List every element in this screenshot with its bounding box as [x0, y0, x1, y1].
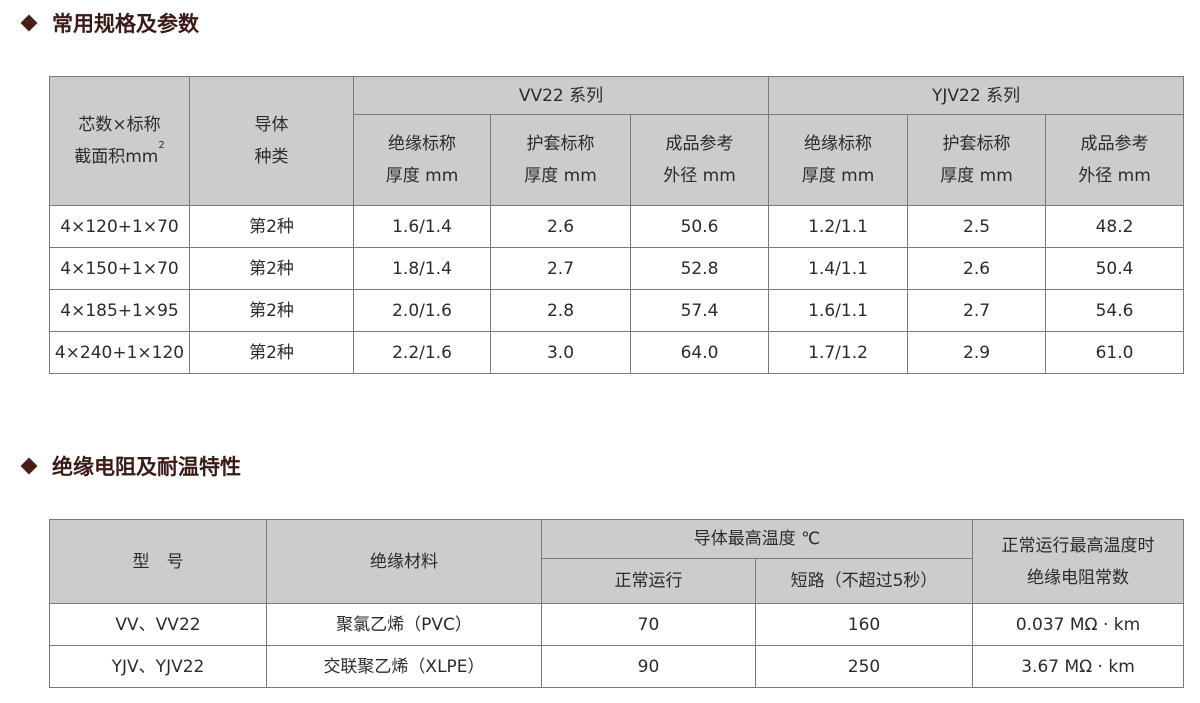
table-cell: 第2种: [189, 331, 354, 374]
specs-table: 芯数×标称 截面积mm2 导体 种类 VV22 系列 YJV22 系列 绝缘标称 厚度…: [49, 76, 1185, 374]
table-cell: 2.8: [490, 289, 631, 332]
table-cell: 2.5: [907, 205, 1047, 248]
header-model: 型 号: [49, 519, 267, 604]
table-cell: 4×150+1×70: [49, 247, 190, 290]
table-row: 4×185+1×95 第2种 2.0/1.6 2.8 57.4 1.6/1.1 2.7 54.…: [49, 289, 1185, 332]
table-cell: 90: [541, 645, 756, 688]
subheader-1: 护套标称 厚度 mm: [490, 114, 631, 206]
header-short: 短路（不超过5秒）: [755, 558, 973, 604]
table-cell: 第2种: [189, 247, 354, 290]
table-cell: 4×185+1×95: [49, 289, 190, 332]
table-cell: 52.8: [629, 247, 770, 290]
table-cell: 第2种: [189, 289, 354, 332]
table-cell: 1.6/1.4: [353, 205, 491, 248]
table-cell: 1.6/1.1: [768, 289, 909, 332]
table-cell: 2.0/1.6: [353, 289, 491, 332]
table-row: VV、VV22 聚氯乙烯（PVC） 70 160 0.037 MΩ · km: [49, 603, 1184, 646]
section-heading-specs: 常用规格及参数: [20, 8, 199, 38]
table-cell: 聚氯乙烯（PVC）: [266, 603, 542, 646]
table-cell: 2.7: [907, 289, 1047, 332]
header-max-temp: 导体最高温度 ℃: [541, 519, 973, 559]
diamond-bullet-icon: [20, 457, 38, 475]
table-cell: VV、VV22: [49, 603, 267, 646]
table-cell: 70: [541, 603, 756, 646]
section-heading-insulation: 绝缘电阻及耐温特性: [20, 451, 241, 481]
table-cell: 4×120+1×70: [49, 205, 190, 248]
table-cell: 1.8/1.4: [353, 247, 491, 290]
table-cell: 50.6: [629, 205, 770, 248]
subheader-2: 成品参考 外径 mm: [629, 114, 770, 206]
table-cell: 48.2: [1045, 205, 1185, 248]
subheader-5: 成品参考 外径 mm: [1045, 114, 1185, 206]
table-cell: 57.4: [629, 289, 770, 332]
header-resistance: 正常运行最高温度时 绝缘电阻常数: [972, 519, 1184, 604]
section-title: 绝缘电阻及耐温特性: [52, 455, 241, 479]
section-title: 常用规格及参数: [52, 12, 199, 36]
table-cell: 2.7: [490, 247, 631, 290]
insulation-table: 型 号 绝缘材料 导体最高温度 ℃ 正常运行最高温度时 绝缘电阻常数 正常运行 短…: [49, 519, 1184, 688]
table-cell: 3.0: [490, 331, 631, 374]
header-vv22: VV22 系列: [352, 76, 770, 115]
header-material: 绝缘材料: [266, 519, 542, 604]
table-cell: 2.2/1.6: [353, 331, 491, 374]
table-cell: 第2种: [189, 205, 354, 248]
header-spec: 芯数×标称 截面积mm2: [49, 76, 190, 206]
table-row: 4×240+1×120 第2种 2.2/1.6 3.0 64.0 1.7/1.2 2.9 61…: [49, 331, 1185, 374]
table-cell: 61.0: [1045, 331, 1185, 374]
subheader-3: 绝缘标称 厚度 mm: [768, 114, 909, 206]
header-normal: 正常运行: [541, 558, 756, 604]
table-cell: 1.4/1.1: [768, 247, 909, 290]
table-cell: 4×240+1×120: [49, 331, 190, 374]
table-cell: YJV、YJV22: [49, 645, 267, 688]
table-cell: 2.6: [490, 205, 631, 248]
table-cell: 2.9: [907, 331, 1047, 374]
table-cell: 64.0: [629, 331, 770, 374]
table-cell: 1.2/1.1: [768, 205, 909, 248]
table-row: YJV、YJV22 交联聚乙烯（XLPE） 90 250 3.67 MΩ · km: [49, 645, 1184, 688]
table-cell: 交联聚乙烯（XLPE）: [266, 645, 542, 688]
table-cell: 50.4: [1045, 247, 1185, 290]
table-cell: 1.7/1.2: [768, 331, 909, 374]
diamond-bullet-icon: [20, 14, 38, 32]
table-cell: 54.6: [1045, 289, 1185, 332]
table-cell: 3.67 MΩ · km: [972, 645, 1184, 688]
header-yjv22: YJV22 系列: [768, 76, 1185, 115]
table-cell: 160: [755, 603, 973, 646]
table-row: 4×150+1×70 第2种 1.8/1.4 2.7 52.8 1.4/1.1 2.6 50.…: [49, 247, 1185, 290]
table-row: 4×120+1×70 第2种 1.6/1.4 2.6 50.6 1.2/1.1 2.5 48.…: [49, 205, 1185, 248]
subheader-4: 护套标称 厚度 mm: [907, 114, 1047, 206]
table-cell: 250: [755, 645, 973, 688]
table-cell: 2.6: [907, 247, 1047, 290]
subheader-0: 绝缘标称 厚度 mm: [353, 114, 491, 206]
header-conductor: 导体 种类: [189, 76, 354, 206]
table-cell: 0.037 MΩ · km: [972, 603, 1184, 646]
